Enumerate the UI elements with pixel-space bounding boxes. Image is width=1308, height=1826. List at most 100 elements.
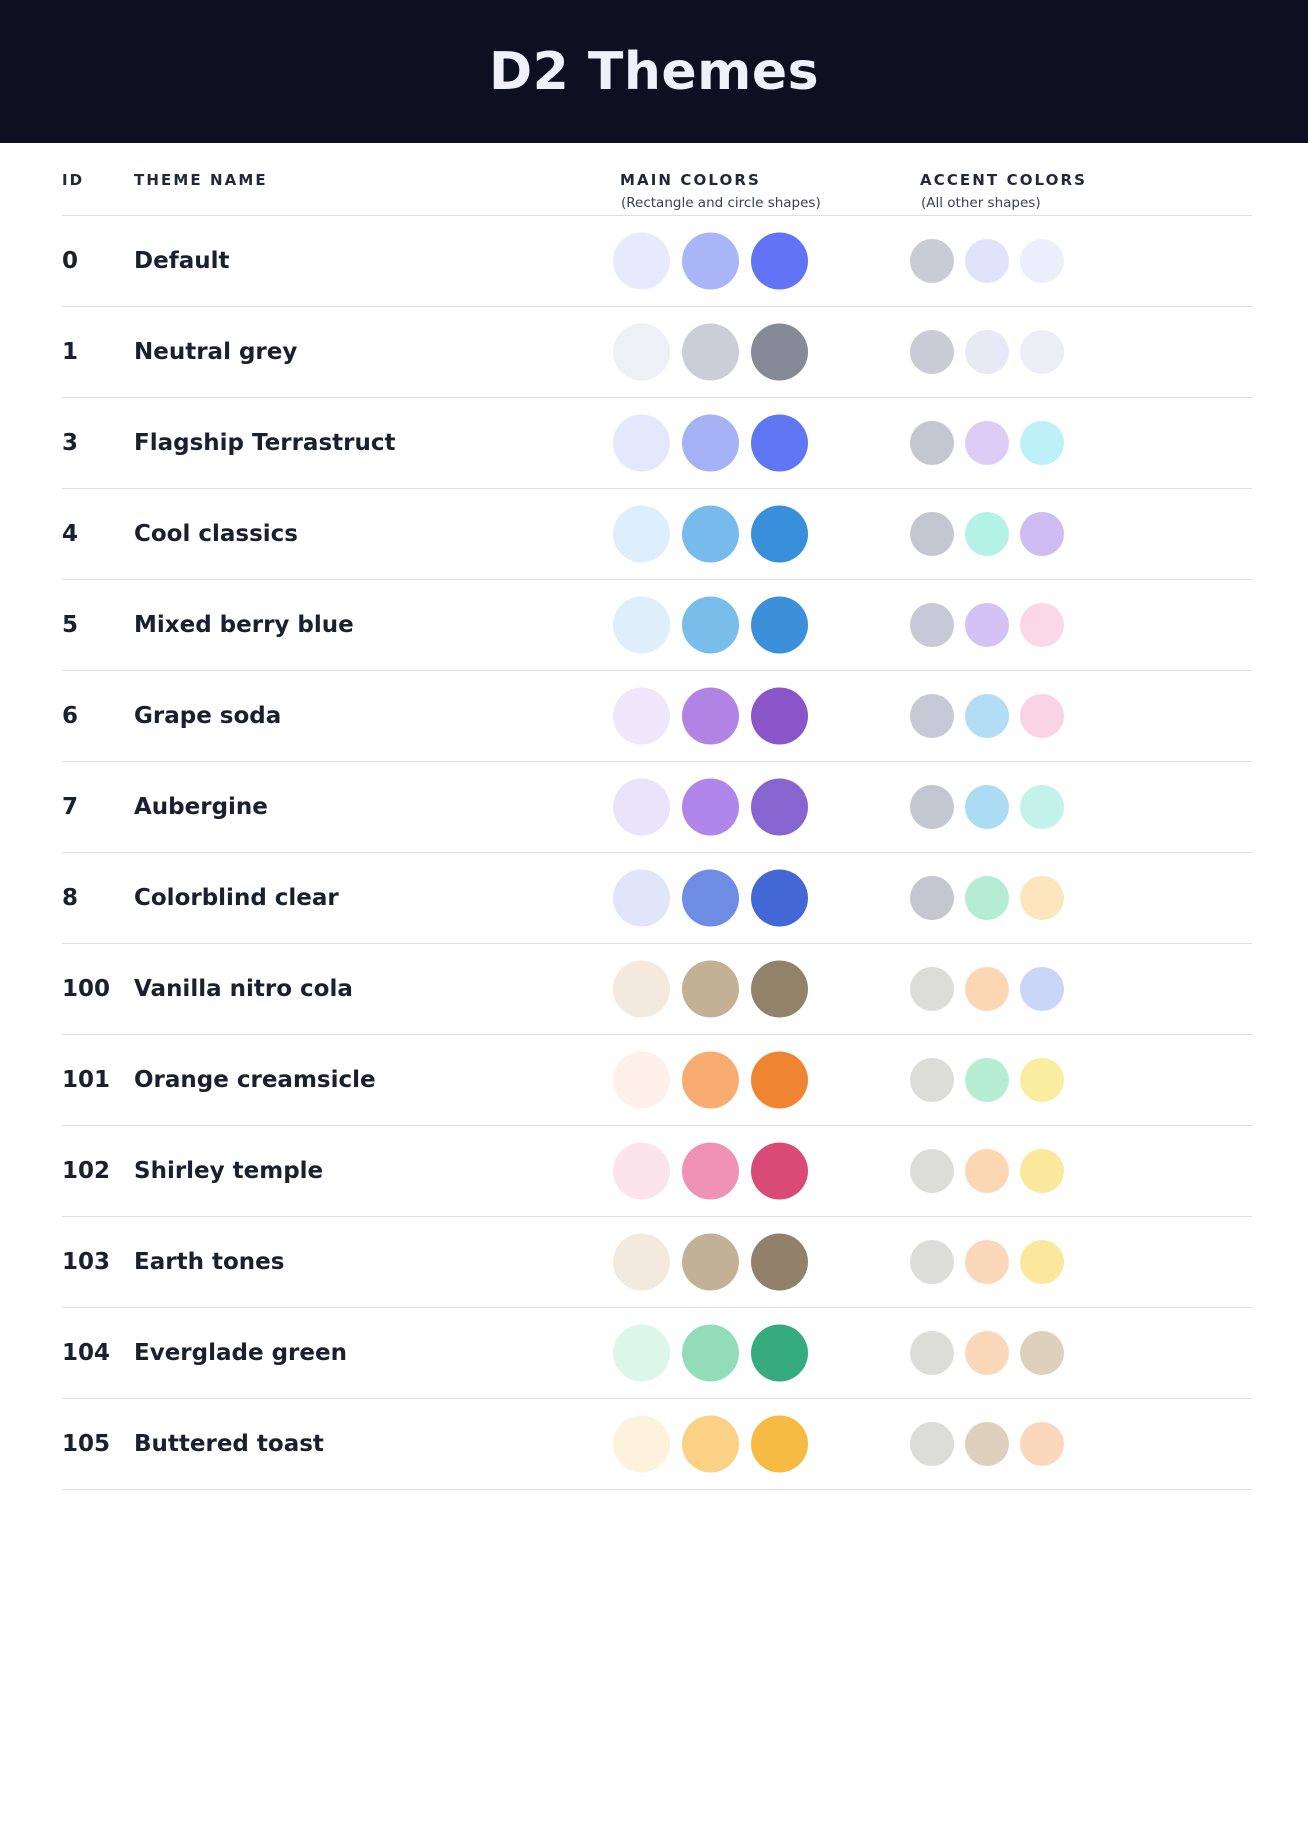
main-color-swatch [751,1142,808,1200]
accent-color-swatches [910,1058,1064,1102]
accent-color-swatch [910,694,954,738]
theme-id: 0 [62,248,79,274]
table-row[interactable]: 4 Cool classics [62,489,1252,580]
main-color-swatches [613,1415,808,1473]
accent-color-swatch [965,1240,1009,1284]
accent-color-swatches [910,785,1064,829]
main-color-swatches [613,232,808,290]
main-color-swatches [613,596,808,654]
theme-id: 6 [62,703,79,729]
accent-color-swatch [910,1058,954,1102]
main-color-swatch [613,1324,670,1382]
main-color-swatch [682,232,739,290]
table-row[interactable]: 105 Buttered toast [62,1399,1252,1490]
theme-id: 5 [62,612,79,638]
main-color-swatch [751,323,808,381]
main-color-swatch [682,687,739,745]
accent-color-swatches [910,1240,1064,1284]
accent-color-swatch [910,239,954,283]
themes-table: ID THEME NAME MAIN COLORS (Rectangle and… [0,143,1308,1490]
accent-color-swatches [910,1149,1064,1193]
main-color-swatch [613,232,670,290]
main-color-swatch [751,960,808,1018]
accent-color-swatches [910,239,1064,283]
accent-color-swatch [1020,785,1064,829]
accent-color-swatch [965,1149,1009,1193]
main-color-swatches [613,960,808,1018]
table-row[interactable]: 1 Neutral grey [62,307,1252,398]
accent-color-swatch [1020,967,1064,1011]
table-row[interactable]: 7 Aubergine [62,762,1252,853]
table-row[interactable]: 5 Mixed berry blue [62,580,1252,671]
main-color-swatch [613,414,670,472]
table-row[interactable]: 6 Grape soda [62,671,1252,762]
accent-color-swatch [910,1422,954,1466]
main-color-swatch [751,1324,808,1382]
accent-color-swatch [910,967,954,1011]
accent-color-swatches [910,1331,1064,1375]
main-color-swatch [751,1233,808,1291]
main-color-swatch [751,687,808,745]
table-row[interactable]: 0 Default [62,216,1252,307]
accent-color-swatch [965,421,1009,465]
table-row[interactable]: 101 Orange creamsicle [62,1035,1252,1126]
accent-color-swatches [910,603,1064,647]
main-color-swatches [613,1142,808,1200]
table-row[interactable]: 103 Earth tones [62,1217,1252,1308]
main-color-swatch [682,505,739,563]
theme-name: Flagship Terrastruct [134,430,396,456]
table-row[interactable]: 104 Everglade green [62,1308,1252,1399]
accent-color-swatch [965,512,1009,556]
main-color-swatch [613,869,670,927]
accent-color-swatch [1020,512,1064,556]
theme-name: Neutral grey [134,339,298,365]
main-color-swatch [613,1233,670,1291]
table-row[interactable]: 100 Vanilla nitro cola [62,944,1252,1035]
theme-id: 7 [62,794,79,820]
accent-color-swatch [910,330,954,374]
accent-color-swatch [1020,1058,1064,1102]
accent-color-swatch [965,330,1009,374]
main-color-swatches [613,1233,808,1291]
theme-name: Orange creamsicle [134,1067,376,1093]
theme-name: Earth tones [134,1249,285,1275]
theme-id: 103 [62,1249,111,1275]
page-title: D2 Themes [488,41,820,102]
theme-id: 101 [62,1067,111,1093]
accent-color-swatch [910,512,954,556]
main-color-swatch [751,869,808,927]
column-header-id: ID [62,171,85,189]
header-divider [62,215,1252,216]
accent-color-swatch [910,1331,954,1375]
accent-color-swatch [1020,330,1064,374]
theme-id: 100 [62,976,111,1002]
accent-color-swatches [910,330,1064,374]
main-color-swatch [682,869,739,927]
main-color-swatch [613,596,670,654]
theme-name: Colorblind clear [134,885,339,911]
theme-name: Grape soda [134,703,282,729]
column-header-main-colors: MAIN COLORS [620,171,761,189]
accent-color-swatch [1020,694,1064,738]
accent-color-swatches [910,876,1064,920]
accent-color-swatches [910,512,1064,556]
page-banner: D2 Themes [0,0,1308,143]
accent-color-swatches [910,421,1064,465]
table-body: 0 Default 1 Neutral grey 3 Flagship Terrastru… [62,216,1252,1490]
table-row[interactable]: 3 Flagship Terrastruct [62,398,1252,489]
table-row[interactable]: 8 Colorblind clear [62,853,1252,944]
accent-color-swatch [965,1422,1009,1466]
column-subheader-main-colors: (Rectangle and circle shapes) [621,195,821,211]
main-color-swatch [682,1415,739,1473]
table-row[interactable]: 102 Shirley temple [62,1126,1252,1217]
accent-color-swatch [965,876,1009,920]
main-color-swatch [613,1142,670,1200]
column-subheader-accent-colors: (All other shapes) [921,195,1041,211]
accent-color-swatch [1020,1422,1064,1466]
theme-name: Aubergine [134,794,268,820]
accent-color-swatch [910,876,954,920]
main-color-swatch [751,505,808,563]
main-color-swatch [682,1142,739,1200]
main-color-swatch [751,232,808,290]
